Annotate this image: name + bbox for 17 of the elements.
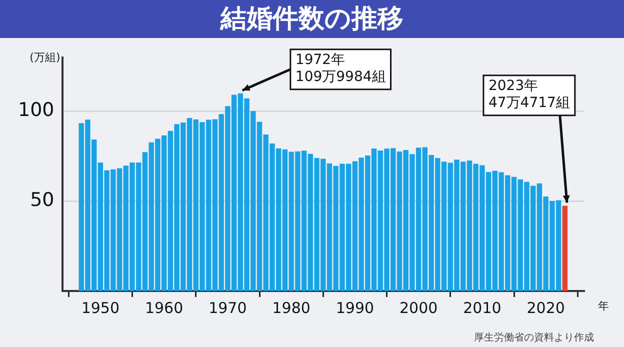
x-tick-label: 2020 — [526, 298, 565, 317]
y-axis-title: (万組) — [30, 50, 60, 64]
y-tick-label: 100 — [18, 99, 54, 122]
x-tick-label: 1960 — [144, 298, 184, 317]
x-tick-label: 1990 — [336, 298, 374, 317]
chart-title: 結婚件数の推移 — [0, 0, 624, 38]
x-tick-label: 2010 — [463, 298, 502, 317]
bar — [562, 206, 568, 291]
annotation: 2023年 47万4717組 — [488, 78, 570, 112]
x-tick-label: 1970 — [208, 298, 247, 317]
x-tick-label: 1980 — [272, 298, 310, 317]
x-tick-label: 2000 — [399, 298, 438, 317]
x-axis-title: 年 — [598, 299, 609, 312]
annotation: 1972年 109万9984組 — [295, 52, 386, 86]
y-tick-label: 50 — [30, 189, 54, 212]
x-tick-label: 1950 — [81, 298, 120, 317]
text: 厚生労働省の資料より作成 — [474, 332, 594, 344]
